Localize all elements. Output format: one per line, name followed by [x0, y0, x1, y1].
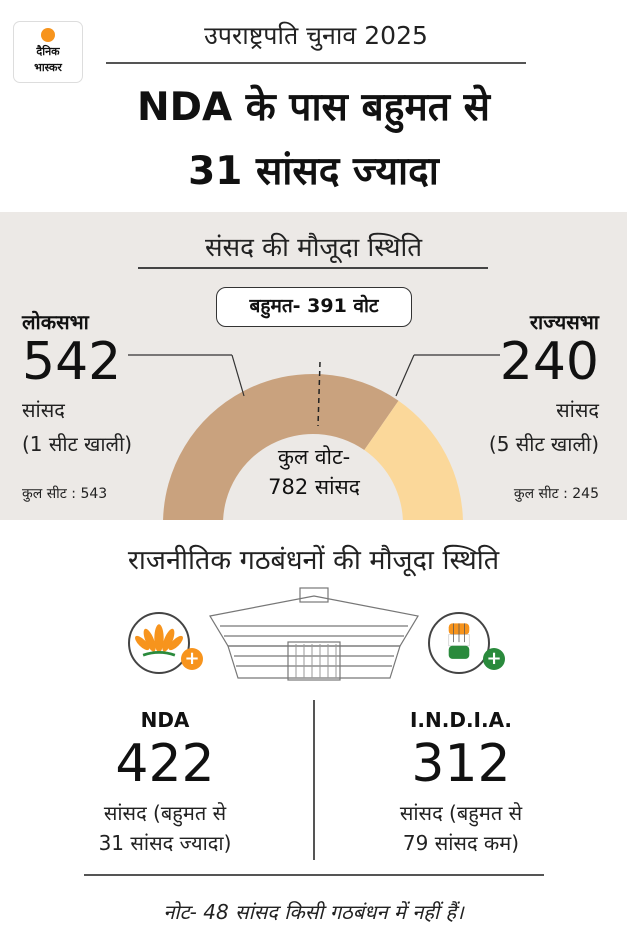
lok-sabha-vacant: (1 सीट खाली): [22, 432, 133, 456]
rajya-sabha-connector-diag: [395, 354, 415, 397]
note-divider: [84, 874, 544, 876]
nda-name: NDA: [140, 708, 190, 732]
nda-plus-icon: +: [181, 648, 203, 670]
india-desc-line1: सांसद (बहुमत से: [399, 801, 523, 825]
india-name: I.N.D.I.A.: [409, 708, 513, 732]
hand-icon: [428, 612, 490, 674]
parliament-status-panel: संसद की मौजूदा स्थिति बहुमत- 391 वोट लोक…: [0, 212, 627, 520]
lok-sabha-unit: सांसद: [22, 398, 65, 422]
total-votes-line1: कुल वोट-: [277, 445, 351, 469]
rajya-sabha-vacant: (5 सीट खाली): [488, 432, 599, 456]
india-description: सांसद (बहुमत से 79 सांसद कम): [346, 798, 576, 858]
india-mps: 312: [411, 734, 511, 794]
rajya-sabha-total-seats: कुल सीट : 245: [513, 486, 599, 502]
majority-marker: [317, 361, 321, 427]
majority-badge: बहुमत- 391 वोट: [216, 287, 412, 327]
nda-desc-line2: 31 सांसद ज्यादा): [98, 831, 232, 855]
lok-sabha-total-seats: कुल सीट : 543: [22, 486, 108, 502]
rajya-sabha-arc: [364, 400, 463, 520]
nda-description: सांसद (बहुमत से 31 सांसद ज्यादा): [50, 798, 280, 858]
kicker-divider: [106, 62, 526, 64]
lok-sabha-connector-diag: [231, 354, 245, 397]
footnote: नोट- 48 सांसद किसी गठबंधन में नहीं हैं।: [163, 900, 464, 924]
alliances-title: राजनीतिक गठबंधनों की मौजूदा स्थिति: [127, 545, 500, 576]
section-divider: [138, 267, 488, 269]
alliances-divider: [313, 700, 315, 860]
rajya-sabha-mps: 240: [499, 332, 599, 392]
headline-line2: 31 सांसद ज्यादा: [188, 149, 439, 194]
sun-icon: [41, 28, 55, 42]
india-plus-icon: +: [483, 648, 505, 670]
total-votes-line2: 782 सांसद: [268, 475, 360, 500]
brand-line1: दैनिक: [36, 45, 60, 58]
section-title: संसद की मौजूदा स्थिति: [204, 233, 423, 263]
seat-arc-chart: [128, 354, 500, 520]
lok-sabha-mps: 542: [22, 332, 122, 392]
headline-line1: NDA के पास बहुमत से: [137, 85, 490, 130]
total-votes: कुल वोट- 782 सांसद: [224, 442, 404, 503]
brand-logo: दैनिक भास्कर: [14, 22, 82, 82]
lotus-icon: [128, 612, 190, 674]
rajya-sabha-label: राज्यसभा: [529, 310, 599, 334]
lok-sabha-arc: [163, 374, 399, 520]
parliament-building-icon: [209, 587, 419, 681]
rajya-sabha-unit: सांसद: [556, 398, 599, 422]
india-desc-line2: 79 सांसद कम): [402, 831, 520, 855]
brand-line2: भास्कर: [34, 61, 62, 74]
nda-mps: 422: [115, 734, 215, 794]
kicker: उपराष्ट्रपति चुनाव 2025: [204, 21, 428, 50]
lok-sabha-label: लोकसभा: [22, 310, 89, 334]
nda-desc-line1: सांसद (बहुमत से: [103, 801, 227, 825]
